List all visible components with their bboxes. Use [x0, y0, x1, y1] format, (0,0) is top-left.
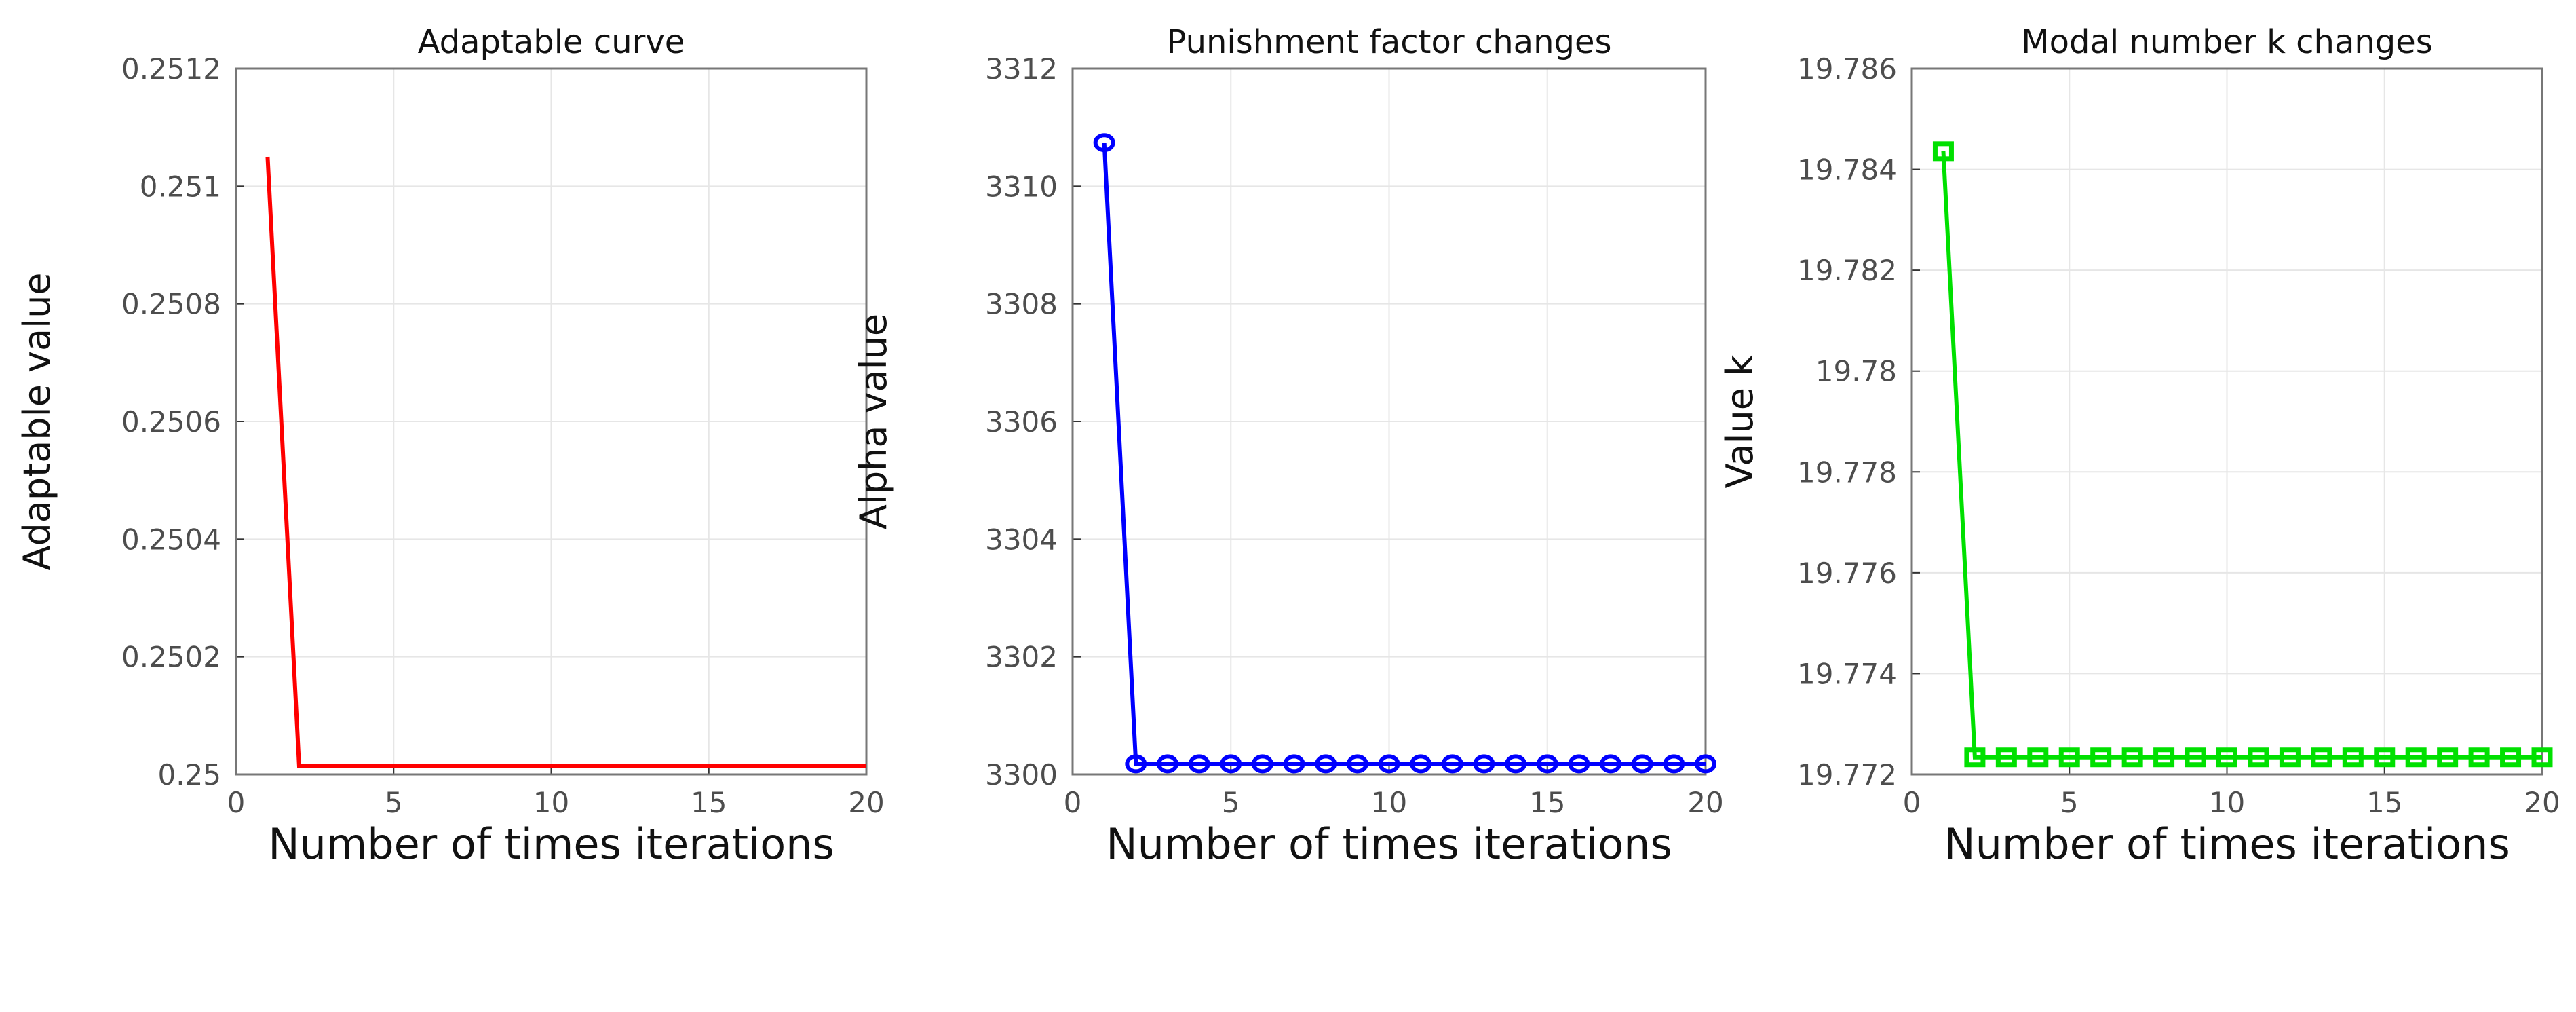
x-tick-label: 5	[2060, 786, 2079, 819]
data-point	[1125, 754, 1147, 774]
data-point	[2531, 747, 2553, 768]
y-axis-label: Adaptable value	[16, 272, 58, 570]
y-tick-label: 19.778	[1797, 455, 1897, 489]
y-axis-label: Alpha value	[852, 314, 895, 529]
data-point	[1505, 754, 1527, 774]
data-point	[1093, 133, 1115, 153]
y-tick-label: 3310	[985, 170, 1058, 203]
data-point	[2248, 747, 2269, 768]
series-line	[265, 156, 866, 768]
data-point	[1631, 754, 1653, 774]
subplot-1: 0 5 10 15 20 0.25 0.2502 0.2504 0.2506 0.2508 0.25…	[16, 23, 885, 869]
data-point	[1156, 754, 1178, 774]
subplot-2: 0 5 10 15 20 3300 3302 3304 3306 3308 3310 3312 Puni…	[852, 23, 1724, 869]
series-line	[1102, 143, 1706, 766]
x-tick-label: 5	[385, 786, 403, 819]
data-point	[1695, 754, 1716, 774]
data-point	[1346, 754, 1368, 774]
x-tick-label: 15	[1529, 786, 1565, 819]
data-point	[1378, 754, 1400, 774]
data-point	[2437, 747, 2459, 768]
x-tick-label: 20	[1687, 786, 1723, 819]
y-tick-label: 0.2502	[121, 641, 221, 674]
x-tick-label: 10	[1371, 786, 1407, 819]
data-point	[2500, 747, 2522, 768]
data-point	[2121, 747, 2143, 768]
data-point	[1441, 754, 1463, 774]
data-point	[1964, 747, 1986, 768]
data-point	[2342, 747, 2364, 768]
y-tick-label: 0.25	[157, 758, 221, 791]
data-point	[1251, 754, 1273, 774]
y-tick-label: 0.2504	[121, 523, 221, 556]
axes-box	[235, 67, 868, 776]
x-tick-label: 0	[1903, 786, 1921, 819]
data-point	[1410, 754, 1432, 774]
axes-box	[1071, 67, 1707, 776]
x-tick-label: 0	[227, 786, 246, 819]
x-tick-label: 5	[1222, 786, 1240, 819]
data-point	[2153, 747, 2175, 768]
data-point	[1315, 754, 1337, 774]
y-tick-label: 19.782	[1797, 254, 1897, 287]
data-point	[2468, 747, 2490, 768]
series-line	[1941, 151, 2542, 760]
data-point	[1473, 754, 1495, 774]
y-tick-label: 0.2512	[121, 52, 221, 86]
x-axis-label: Number of times iterations	[1944, 819, 2510, 869]
data-point	[1663, 754, 1685, 774]
data-point	[2090, 747, 2112, 768]
y-tick-label: 19.784	[1797, 153, 1897, 187]
y-tick-label: 3308	[985, 288, 1058, 321]
data-point	[2027, 747, 2049, 768]
x-tick-label: 15	[2366, 786, 2402, 819]
data-point	[2279, 747, 2301, 768]
y-tick-label: 0.251	[140, 170, 221, 203]
x-axis-label: Number of times iterations	[1106, 819, 1672, 869]
y-tick-label: 19.78	[1815, 355, 1897, 388]
chart-title: Punishment factor changes	[1166, 23, 1611, 61]
x-axis-label: Number of times iterations	[268, 819, 834, 869]
data-point	[2185, 747, 2206, 768]
data-point	[1995, 747, 2017, 768]
data-point	[1536, 754, 1558, 774]
y-tick-label: 19.786	[1797, 52, 1897, 86]
data-point	[2058, 747, 2080, 768]
x-tick-label: 20	[2524, 786, 2560, 819]
x-tick-label: 0	[1064, 786, 1082, 819]
x-tick-label: 10	[2209, 786, 2245, 819]
x-tick-label: 10	[533, 786, 569, 819]
data-point	[2374, 747, 2396, 768]
x-tick-label: 15	[691, 786, 727, 819]
chart-title: Adaptable curve	[418, 23, 685, 61]
y-tick-label: 19.774	[1797, 657, 1897, 690]
y-tick-label: 3312	[985, 52, 1058, 86]
data-point	[1568, 754, 1590, 774]
y-tick-label: 3306	[985, 405, 1058, 438]
data-point	[1188, 754, 1210, 774]
data-point	[2405, 747, 2427, 768]
chart-title: Modal number k changes	[2021, 23, 2433, 61]
y-tick-label: 19.772	[1797, 758, 1897, 791]
y-tick-label: 0.2508	[121, 288, 221, 321]
x-tick-label: 20	[848, 786, 884, 819]
subplot-3: 0 5 10 15 20 19.772 19.774 19.776 19.778 19.78 19.…	[1718, 23, 2560, 869]
y-tick-label: 19.776	[1797, 557, 1897, 590]
data-point	[1932, 141, 1954, 162]
axes-box	[1910, 67, 2543, 776]
y-axis-label: Value k	[1718, 354, 1761, 488]
y-tick-label: 3300	[985, 758, 1058, 791]
data-point	[2311, 747, 2332, 768]
data-point	[1600, 754, 1622, 774]
data-point	[2216, 747, 2237, 768]
y-tick-label: 3302	[985, 641, 1058, 674]
data-point	[1220, 754, 1242, 774]
y-tick-label: 0.2506	[121, 405, 221, 438]
data-point	[1283, 754, 1305, 774]
y-tick-label: 3304	[985, 523, 1058, 556]
